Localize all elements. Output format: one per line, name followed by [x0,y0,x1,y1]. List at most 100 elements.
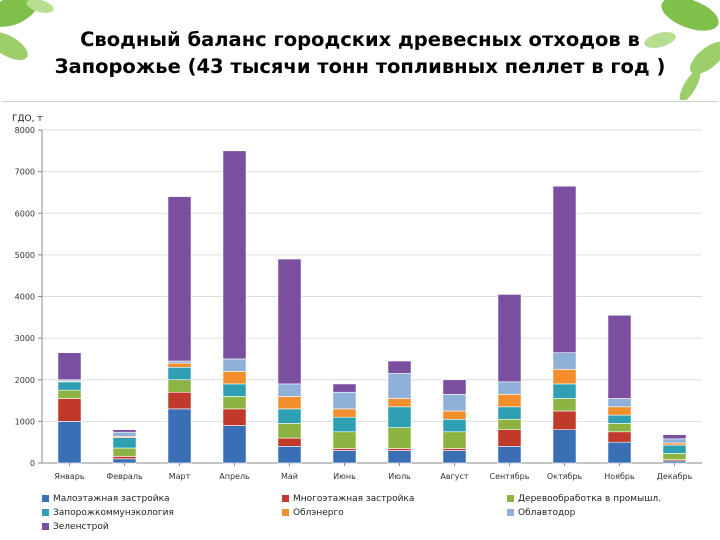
stacked-bar-chart: ГДО, т 0 1000 2000 3000 4000 5000 6000 7000 8000 Я… [12,114,702,481]
y-tick-label: 5000 [15,251,35,260]
slide-title-line2: Запорожье (43 тысячи тонн топливных пелл… [54,55,666,78]
legend-label: Многоэтажная застройка [293,494,415,504]
legend-label: Зеленстрой [53,522,109,532]
bar-segment [497,381,522,395]
y-tick-label: 4000 [15,293,35,302]
y-tick-label: 8000 [15,126,35,135]
bar-segment [167,366,192,381]
bar-segment [552,398,577,412]
bar-segment [387,448,412,451]
bar-segment [387,360,412,374]
bar-segment [332,450,357,464]
bar-segment [112,456,137,460]
legend-item: Запорожкоммунэкология [42,508,174,518]
bar-segment [607,441,632,464]
bar-segment [167,408,192,464]
bar-segment [167,391,192,410]
bar-segment [167,362,192,368]
bar-segment [552,352,577,370]
leaf-cluster-right-icon [644,0,720,100]
bar-segment [277,408,302,424]
y-tick-label: 0 [30,459,35,468]
bar-segment [222,371,247,385]
bar-segment [607,414,632,424]
bar-segment [277,258,302,385]
legend-swatch [507,495,514,502]
x-tick-label: Июль [388,472,411,481]
y-tick-label: 7000 [15,168,35,177]
legend-item: Облавтодор [507,508,575,518]
bar-segment [442,394,467,412]
bar-segment [277,396,302,410]
bar-segment [662,444,687,454]
bar-segment [167,196,192,362]
bar-segment [222,383,247,397]
legend-item: Многоэтажная застройка [282,494,414,504]
bar-segment [442,418,467,433]
bar-segment [222,358,247,372]
bar-segment [277,423,302,439]
bar-segment [332,391,357,410]
bar-segment [332,448,357,451]
bar-segment [497,294,522,383]
bar-segment [497,406,522,420]
legend-swatch [42,523,49,530]
bar-segment [332,431,357,449]
legend-label: Облэнерго [293,508,344,518]
x-tick-label: Октябрь [547,472,583,481]
bar-segment [387,373,412,399]
legend-item: Малоэтажная застройка [42,494,170,504]
legend-swatch [282,495,289,502]
bar-segment [497,446,522,464]
bar-segment [442,379,467,395]
bar-segment [387,406,412,428]
bar-segment [552,410,577,431]
bar-segment [112,429,137,433]
bar-segment [277,383,302,397]
leaf-decoration [0,0,720,100]
bar-segment [607,398,632,408]
bar-segment [662,460,687,464]
x-tick-label: Март [169,472,191,481]
y-tick-label: 2000 [15,376,35,385]
bar-segment [222,425,247,464]
x-tick-label: Февраль [106,472,143,481]
bar-segment [387,450,412,464]
bar-segment [552,429,577,464]
bar-segment [442,448,467,451]
x-tick-label: Декабрь [657,472,693,481]
legend-swatch [42,509,49,516]
legend-label: Запорожкоммунэкология [53,508,174,518]
slide-title-line1: Сводный баланс городских древесных отход… [80,28,640,51]
bar-segment [552,185,577,353]
legend-label: Облавтодор [518,508,576,518]
bar-segment [607,314,632,399]
bar-segment [57,421,82,464]
bar-segment [112,437,137,449]
x-tick-label: Июнь [333,472,356,481]
bar-segment [387,398,412,408]
y-axis-label: ГДО, т [12,114,43,124]
x-tick-label: Ноябрь [604,472,635,481]
legend-label: Деревообработка в промышл. [518,494,662,504]
bar-segment [167,379,192,393]
bar-segment [552,383,577,399]
bar-segment [442,431,467,449]
bar-segment [277,437,302,447]
bar-segment [607,406,632,416]
bar-segment [497,394,522,408]
bar-segment [112,458,137,464]
x-tick-label: Апрель [219,472,250,481]
legend-swatch [42,495,49,502]
bar-segment [167,360,192,364]
bar-segment [662,453,687,460]
x-tick-label: Май [281,472,298,481]
bar-segment [57,352,82,381]
bar-segment [222,150,247,360]
y-tick-label: 1000 [15,417,35,426]
bar-segment [57,398,82,422]
bar-segment [222,396,247,410]
bar-segment [497,429,522,447]
legend-item: Облэнерго [282,508,344,518]
legend-swatch [282,509,289,516]
